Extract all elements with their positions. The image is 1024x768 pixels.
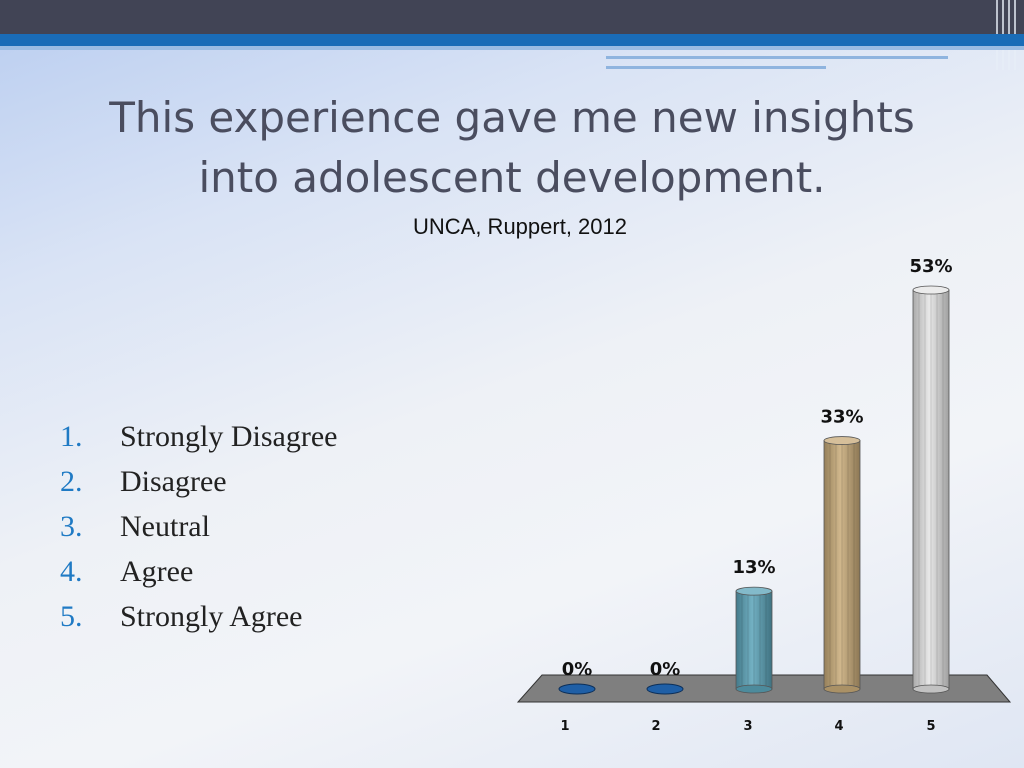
header-dark-bar: [0, 0, 1024, 34]
bar: [912, 289, 950, 690]
data-label: 13%: [732, 557, 775, 578]
answer-option: 4. Agree: [60, 555, 337, 600]
header-accent-line: [606, 66, 826, 69]
title-line-1: This experience gave me new insights: [109, 93, 915, 142]
option-label: Strongly Agree: [120, 600, 303, 633]
option-number: 4.: [60, 555, 83, 588]
bar-base: [823, 684, 861, 694]
answer-option: 5. Strongly Agree: [60, 600, 337, 645]
x-tick-label: 1: [560, 719, 569, 734]
x-tick-label: 2: [651, 719, 660, 734]
x-tick-label: 5: [926, 719, 935, 734]
data-label: 0%: [650, 659, 681, 680]
bar-base: [912, 684, 950, 694]
header-accent-line: [606, 56, 948, 59]
slide-subtitle: UNCA, Ruppert, 2012: [413, 214, 627, 239]
option-number: 3.: [60, 510, 83, 543]
bar-cap: [912, 285, 950, 295]
option-number: 2.: [60, 465, 83, 498]
answer-option: 1. Strongly Disagree: [60, 420, 337, 465]
option-label: Neutral: [120, 510, 210, 543]
header-light-band: [0, 46, 1024, 50]
bar-base: [735, 684, 773, 694]
slide-title: This experience gave me new insights int…: [40, 88, 984, 208]
x-tick-label: 3: [743, 719, 752, 734]
bar-zero-disc: [558, 683, 596, 695]
bar-cap: [735, 586, 773, 596]
bar-zero-disc: [646, 683, 684, 695]
option-label: Agree: [120, 555, 194, 588]
header-blue-band: [0, 34, 1024, 46]
option-number: 5.: [60, 600, 83, 633]
data-label: 53%: [909, 256, 952, 277]
option-number: 1.: [60, 420, 83, 453]
option-label: Strongly Disagree: [120, 420, 338, 453]
bar: [823, 440, 861, 690]
option-label: Disagree: [120, 465, 227, 498]
answer-option: 3. Neutral: [60, 510, 337, 555]
x-tick-label: 4: [834, 719, 843, 734]
answer-options-list: 1. Strongly Disagree 2. Disagree 3. Neut…: [60, 420, 337, 645]
title-line-2: into adolescent development.: [198, 153, 826, 202]
bar-cap: [823, 436, 861, 445]
data-label: 0%: [562, 659, 593, 680]
data-label: 33%: [820, 407, 863, 428]
answer-option: 2. Disagree: [60, 465, 337, 510]
